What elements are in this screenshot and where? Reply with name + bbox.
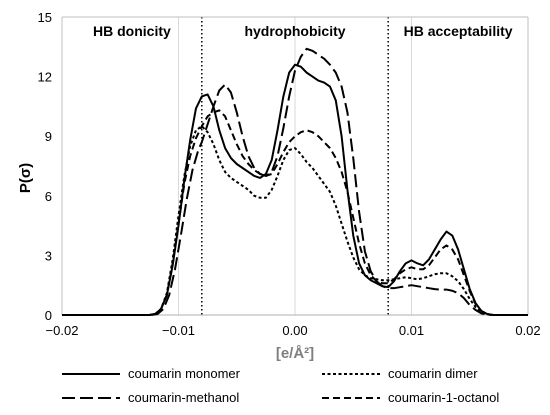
- series-line-coumarin-dimer: [62, 125, 528, 316]
- x-axis-title: [e/Å²]: [276, 345, 314, 362]
- y-tick-label: 6: [45, 189, 52, 204]
- legend-item: coumarin-1-octanol: [322, 390, 499, 405]
- y-tick-label: 9: [45, 129, 52, 144]
- region-labels: HB donicity hydrophobicity HB acceptabilit…: [93, 23, 513, 39]
- y-axis-title: P(σ): [17, 163, 34, 193]
- y-tick-label: 15: [38, 10, 52, 25]
- region-label: HB acceptability: [404, 23, 513, 39]
- legend-item: coumarin monomer: [62, 366, 241, 381]
- legend-label: coumarin-1-octanol: [388, 390, 499, 405]
- series-line-coumarin-methanol: [62, 47, 528, 316]
- legend-item: coumarin dimer: [322, 366, 478, 381]
- grid-layer: [178, 17, 412, 315]
- y-tick-label: 0: [45, 308, 52, 323]
- series-lines: [62, 47, 528, 316]
- y-tick-label: 3: [45, 248, 52, 263]
- region-label: hydrophobicity: [244, 23, 345, 39]
- region-dividers: [201, 17, 389, 315]
- region-label: HB donicity: [93, 23, 171, 39]
- x-tick-label: −0.01: [162, 323, 195, 338]
- x-tick-label: −0.02: [46, 323, 79, 338]
- tick-labels: −0.02 −0.01 0.00 0.01 0.02 0 3 6 9 12 15: [38, 10, 541, 338]
- axes: [61, 16, 529, 316]
- legend-item: coumarin-methanol: [62, 390, 239, 405]
- series-line-coumarin-monomer: [62, 63, 528, 316]
- x-tick-label: 0.01: [399, 323, 424, 338]
- legend-label: coumarin monomer: [128, 366, 241, 381]
- series-line-coumarin-1-octanol: [62, 109, 528, 316]
- y-tick-label: 12: [38, 70, 52, 85]
- x-tick-label: 0.00: [282, 323, 307, 338]
- legend-label: coumarin dimer: [388, 366, 478, 381]
- legend-label: coumarin-methanol: [128, 390, 239, 405]
- legend: coumarin monomer coumarin dimer coumarin-m…: [62, 366, 499, 405]
- x-tick-label: 0.02: [515, 323, 540, 338]
